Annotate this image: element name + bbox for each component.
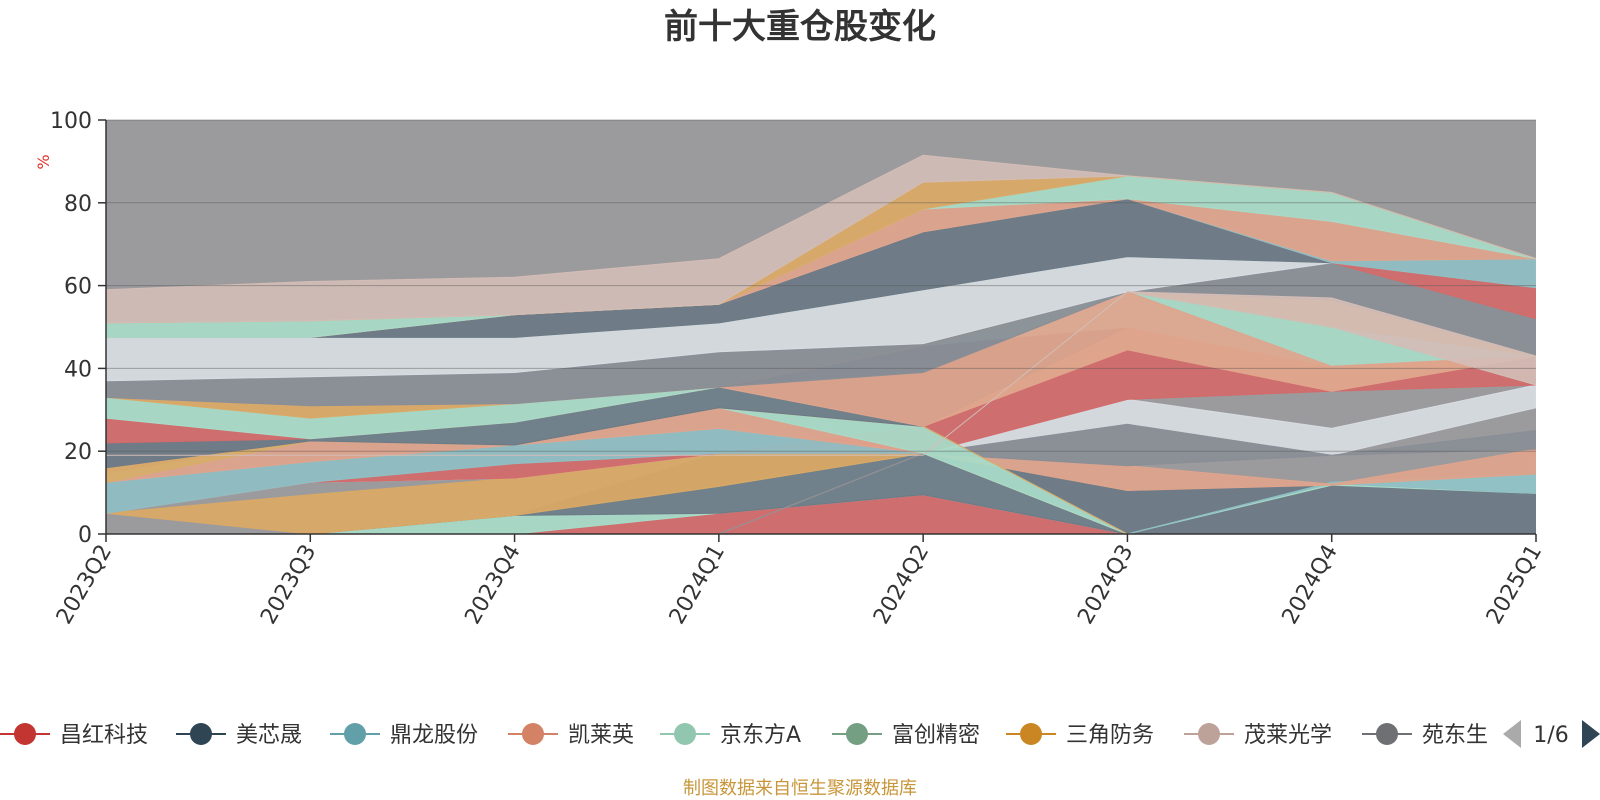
legend-item[interactable]: 昌红科技 — [0, 723, 148, 748]
area-layer-8 — [106, 423, 1536, 534]
y-axis-label: % — [34, 154, 53, 169]
x-tick-labels: 2023Q2 2023Q3 2023Q4 2024Q1 2024Q2 2024Q3 2024… — [52, 534, 1547, 629]
y-tick-label: 60 — [64, 275, 92, 300]
grid-lines — [106, 119, 1536, 452]
y-tick-label: 100 — [50, 109, 92, 134]
legend-label: 茂莱光学 — [1244, 723, 1332, 748]
legend-marker — [190, 723, 212, 745]
area-layer-28 — [106, 154, 1536, 324]
legend-item[interactable]: 茂莱光学 — [1184, 723, 1332, 748]
legend-marker — [674, 723, 696, 745]
legend-marker — [1020, 723, 1042, 745]
area-layer-29 — [106, 291, 1536, 456]
legend-label: 三角防务 — [1066, 723, 1154, 748]
legend-label: 昌红科技 — [60, 723, 148, 748]
x-tick-label: 2025Q1 — [1482, 541, 1547, 629]
legend-item[interactable]: 三角防务 — [1006, 723, 1154, 748]
legend-page-indicator: 1/6 — [1533, 723, 1568, 748]
legend-marker — [1376, 723, 1398, 745]
chart-title: 前十大重仓股变化 — [664, 7, 936, 47]
legend-label: 苑东生 — [1422, 723, 1488, 748]
area-layers — [106, 154, 1536, 534]
axes — [105, 120, 1536, 535]
y-tick-label: 20 — [64, 440, 92, 465]
x-tick-label: 2024Q4 — [1278, 541, 1343, 629]
y-tick-label: 40 — [64, 357, 92, 382]
legend-label: 美芯晟 — [236, 723, 302, 748]
legend-item[interactable]: 鼎龙股份 — [330, 723, 478, 748]
x-tick-label: 2024Q2 — [869, 541, 934, 629]
legend-marker — [344, 723, 366, 745]
legend-item[interactable]: 美芯晟 — [176, 723, 302, 748]
y-tick-label: 80 — [64, 192, 92, 217]
legend-marker — [522, 723, 544, 745]
legend-marker — [846, 723, 868, 745]
y-tick-label: 0 — [78, 523, 92, 548]
legend-item[interactable]: 凯莱英 — [508, 723, 634, 748]
legend-label: 京东方A — [720, 723, 801, 748]
next-page-icon[interactable] — [1582, 720, 1600, 748]
x-tick-label: 2024Q1 — [665, 541, 730, 629]
legend-pager: 1/6 — [1503, 720, 1600, 748]
legend-item[interactable]: 苑东生 — [1362, 723, 1488, 748]
source-note: 制图数据来自恒生聚源数据库 — [683, 778, 917, 799]
legend-item[interactable]: 京东方A — [660, 723, 801, 748]
legend-item[interactable]: 富创精密 — [832, 723, 980, 748]
y-tick-labels: 0 20 40 60 80 100 — [50, 109, 106, 548]
legend-label: 富创精密 — [892, 723, 980, 748]
legend-marker — [1198, 723, 1220, 745]
x-tick-label: 2023Q2 — [52, 541, 117, 629]
prev-page-icon[interactable] — [1503, 720, 1521, 748]
legend-marker — [14, 723, 36, 745]
x-tick-label: 2023Q4 — [460, 541, 525, 629]
legend-label: 鼎龙股份 — [390, 723, 478, 748]
x-tick-label: 2023Q3 — [256, 541, 321, 629]
x-tick-label: 2024Q3 — [1073, 541, 1138, 629]
legend: 昌红科技 美芯晟 鼎龙股份 凯莱英 京东方A 富创精密 三角防务 茂莱光学 苑东生 — [0, 723, 1488, 748]
legend-label: 凯莱英 — [568, 723, 634, 748]
